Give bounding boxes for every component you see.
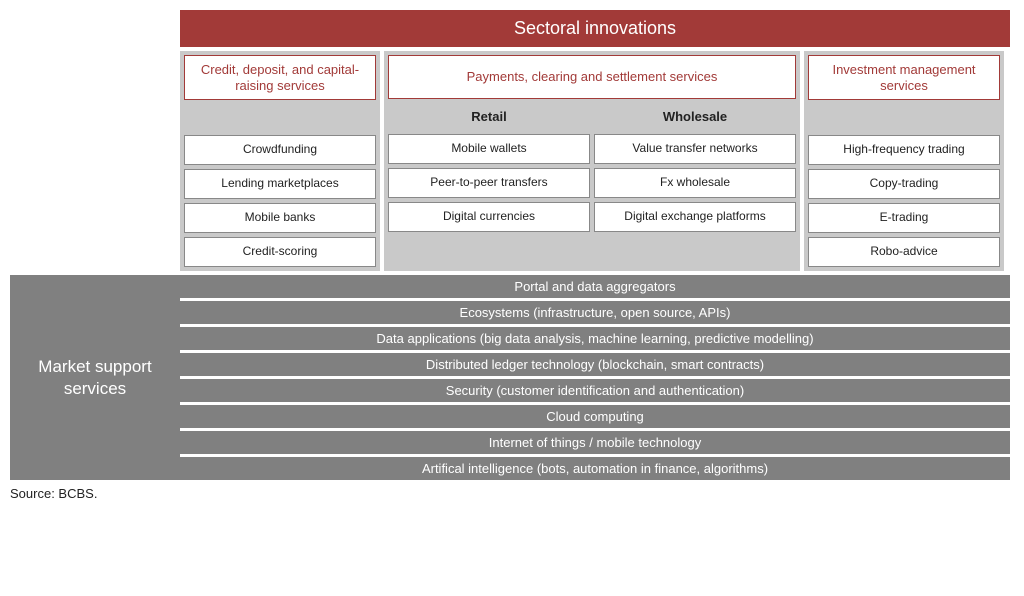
sector-col-payments: Payments, clearing and settlement servic… (384, 51, 800, 271)
support-bar: Cloud computing (180, 405, 1010, 428)
market-support-bars: Portal and data aggregators Ecosystems (… (180, 275, 1010, 480)
item-box: Robo-advice (808, 237, 1000, 267)
item-box: E-trading (808, 203, 1000, 233)
support-bar: Artifical intelligence (bots, automation… (180, 457, 1010, 480)
item-box: High-frequency trading (808, 135, 1000, 165)
diagram-header: Sectoral innovations (180, 10, 1010, 47)
item-box: Lending marketplaces (184, 169, 376, 199)
support-bar: Ecosystems (infrastructure, open source,… (180, 301, 1010, 324)
subcolumn-header: Wholesale (594, 103, 796, 130)
item-box: Peer-to-peer transfers (388, 168, 590, 198)
sector-col-investment: Investment management services x High-fr… (804, 51, 1004, 271)
item-box: Copy-trading (808, 169, 1000, 199)
support-bar: Security (customer identification and au… (180, 379, 1010, 402)
item-box: Digital currencies (388, 202, 590, 232)
market-support-region: Market support services Portal and data … (10, 275, 1010, 480)
sector-header: Credit, deposit, and capital-raising ser… (184, 55, 376, 100)
item-box: Mobile banks (184, 203, 376, 233)
sectoral-innovations-diagram: Sectoral innovations Credit, deposit, an… (10, 10, 1010, 501)
sector-header: Investment management services (808, 55, 1000, 100)
source-label: Source: BCBS. (10, 486, 1010, 501)
item-box: Digital exchange platforms (594, 202, 796, 232)
sector-header: Payments, clearing and settlement servic… (388, 55, 796, 99)
item-box: Crowdfunding (184, 135, 376, 165)
item-box: Mobile wallets (388, 134, 590, 164)
sector-row: Credit, deposit, and capital-raising ser… (180, 51, 1010, 271)
support-bar: Portal and data aggregators (180, 275, 1010, 298)
support-bar: Data applications (big data analysis, ma… (180, 327, 1010, 350)
support-bar: Distributed ledger technology (blockchai… (180, 353, 1010, 376)
sector-col-credit: Credit, deposit, and capital-raising ser… (180, 51, 380, 271)
market-support-label: Market support services (10, 275, 180, 480)
subcolumn-header: Retail (388, 103, 590, 130)
support-bar: Internet of things / mobile technology (180, 431, 1010, 454)
item-box: Credit-scoring (184, 237, 376, 267)
item-box: Value transfer networks (594, 134, 796, 164)
item-box: Fx wholesale (594, 168, 796, 198)
